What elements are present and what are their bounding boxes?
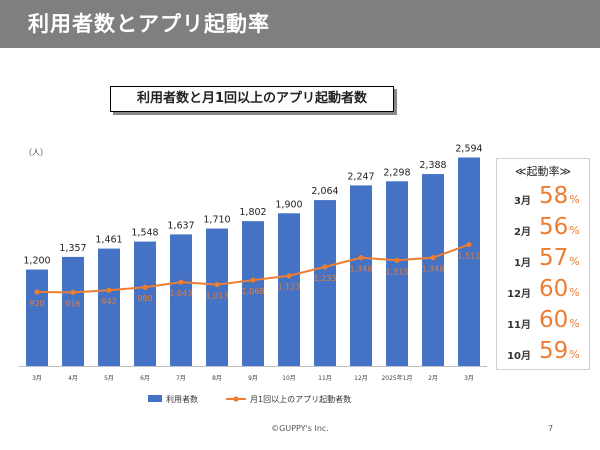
rate-row: 1月 57% xyxy=(497,245,589,276)
line-point xyxy=(286,273,292,279)
bar xyxy=(242,221,264,366)
bar-value-label: 2,298 xyxy=(383,167,410,178)
x-tick-label: 5月 xyxy=(104,375,114,382)
x-tick-label: 3月 xyxy=(32,375,42,382)
rate-panel-header: ≪起動率≫ xyxy=(514,165,572,178)
bar xyxy=(350,185,372,366)
copyright: ©GUPPY's Inc. xyxy=(271,424,329,433)
x-tick-label: 7月 xyxy=(176,375,186,382)
line-point xyxy=(34,289,40,295)
line-value-label: 1,123 xyxy=(278,283,301,292)
rate-row: 3月 58% xyxy=(497,183,589,214)
launch-rate-panel: ≪起動率≫ 3月 58% 2月 56% 1月 57% 12月 60% 11月 6… xyxy=(496,158,590,370)
x-tick-label: 2025年1月 xyxy=(381,374,412,382)
bar-value-label: 1,357 xyxy=(59,243,86,254)
rate-month: 2月 xyxy=(514,227,531,238)
bar xyxy=(134,241,156,366)
unit-label: （人） xyxy=(24,148,48,157)
bar-value-label: 1,637 xyxy=(167,220,194,231)
bar-value-label: 2,594 xyxy=(455,144,482,155)
rate-value: 60% xyxy=(539,307,580,333)
legend-label: 利用者数 xyxy=(166,394,198,404)
line-point xyxy=(214,281,220,288)
line-point xyxy=(358,255,364,261)
line-value-label: 943 xyxy=(101,297,116,306)
x-tick-label: 2月 xyxy=(428,375,438,382)
bar xyxy=(386,181,408,366)
page-number: 7 xyxy=(548,424,554,433)
x-tick-label: 10月 xyxy=(282,375,296,382)
x-tick-label: 8月 xyxy=(212,375,222,382)
rate-month: 11月 xyxy=(507,320,531,331)
line-value-label: 920 xyxy=(29,299,44,308)
x-tick-label: 11月 xyxy=(318,375,332,382)
chart-title: 利用者数と月1回以上のアプリ起動者数 xyxy=(110,86,394,112)
line-value-label: 916 xyxy=(65,299,80,308)
rate-row: 10月 59% xyxy=(497,338,589,369)
x-tick-label: 4月 xyxy=(68,375,78,382)
rate-value: 56% xyxy=(539,214,580,240)
bar-value-label: 1,710 xyxy=(203,215,230,226)
bar xyxy=(26,269,48,366)
line-value-label: 1,013 xyxy=(206,292,229,301)
rate-row: 2月 56% xyxy=(497,214,589,245)
line-point xyxy=(178,279,184,285)
x-tick-label: 9月 xyxy=(248,375,258,382)
bar xyxy=(314,200,336,366)
rate-month: 3月 xyxy=(514,196,531,207)
legend-swatch-point xyxy=(233,396,239,402)
bar-value-label: 1,802 xyxy=(239,207,266,218)
bar xyxy=(98,248,120,366)
line-point xyxy=(106,287,112,293)
rate-value: 57% xyxy=(539,245,580,271)
x-tick-label: 3月 xyxy=(464,375,474,382)
rate-row: 12月 60% xyxy=(497,276,589,307)
rate-month: 12月 xyxy=(507,289,531,300)
bar xyxy=(422,174,444,366)
bar-value-label: 1,900 xyxy=(275,199,302,210)
title-bar: 利用者数とアプリ起動率 xyxy=(0,0,600,48)
rate-row: 11月 60% xyxy=(497,307,589,338)
bar-value-label: 2,388 xyxy=(419,160,446,171)
line-value-label: 1,233 xyxy=(314,274,337,283)
bar xyxy=(458,157,480,366)
line-point xyxy=(430,255,436,261)
bar xyxy=(62,256,84,366)
bar xyxy=(206,228,228,366)
line-point xyxy=(142,284,148,290)
line-point xyxy=(322,264,328,270)
line-point xyxy=(466,241,472,248)
rate-month: 1月 xyxy=(514,258,531,269)
line-value-label: 1,315 xyxy=(386,267,409,276)
bar-value-label: 1,548 xyxy=(131,228,158,239)
bar-value-label: 1,200 xyxy=(23,256,50,267)
rate-value: 60% xyxy=(539,276,580,302)
rate-value: 58% xyxy=(539,183,580,209)
line-value-label: 1,511 xyxy=(458,252,481,261)
bar-value-label: 2,064 xyxy=(311,186,338,197)
slide-title: 利用者数とアプリ起動率 xyxy=(28,12,270,36)
line-point xyxy=(250,277,256,283)
line-value-label: 980 xyxy=(137,294,152,303)
legend-swatch-bar xyxy=(148,395,162,402)
legend-label: 月1回以上のアプリ起動者数 xyxy=(250,394,351,404)
x-tick-label: 12月 xyxy=(354,375,368,382)
line-point xyxy=(394,257,400,263)
line-point xyxy=(70,289,76,295)
bar-value-label: 1,461 xyxy=(95,235,122,246)
line-value-label: 1,348 xyxy=(422,265,445,274)
line-value-label: 1,043 xyxy=(170,289,193,298)
line-value-label: 1,348 xyxy=(350,265,373,274)
bar xyxy=(170,234,192,366)
bar-value-label: 2,247 xyxy=(347,171,374,182)
bar xyxy=(278,213,300,366)
x-tick-label: 6月 xyxy=(140,375,150,382)
rate-month: 10月 xyxy=(507,351,531,362)
rate-value: 59% xyxy=(539,338,580,364)
line-value-label: 1,068 xyxy=(242,287,265,296)
